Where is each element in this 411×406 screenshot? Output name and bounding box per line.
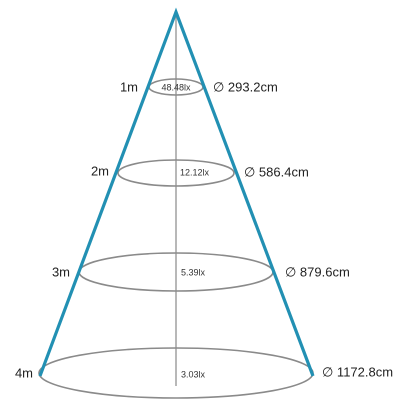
diameter-label: ∅ 586.4cm (244, 164, 309, 179)
illuminance-label: 3.03lx (181, 369, 206, 379)
diameter-label: ∅ 1172.8cm (322, 364, 393, 379)
illuminance-label: 5.39lx (181, 267, 206, 277)
illuminance-label: 48.48lx (161, 82, 191, 92)
diameter-label: ∅ 879.6cm (285, 264, 350, 279)
distance-label: 1m (120, 79, 138, 94)
beam-ring (117, 159, 235, 187)
distance-label: 3m (52, 264, 70, 279)
diameter-label: ∅ 293.2cm (213, 79, 278, 94)
distance-label: 4m (15, 365, 33, 380)
distance-label: 2m (91, 163, 109, 178)
beam-cone (38, 7, 315, 377)
illuminance-label: 12.12lx (180, 167, 210, 177)
